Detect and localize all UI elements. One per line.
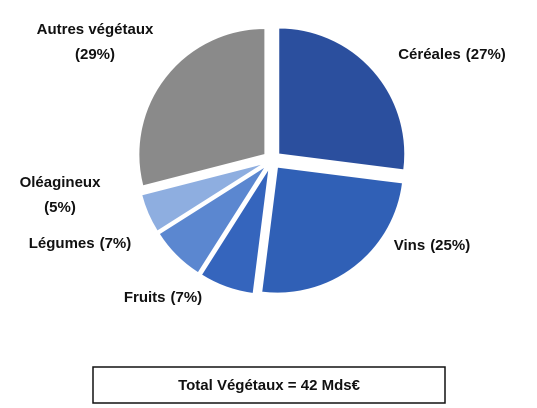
- pie-slice: [141, 163, 265, 232]
- total-box: [92, 366, 446, 404]
- slice-value: (27%): [466, 46, 506, 63]
- pie-slice: [138, 27, 266, 187]
- slice-value: (25%): [430, 237, 470, 254]
- slice-value: (29%): [75, 46, 115, 63]
- slice-label: Autres végétaux (29%): [37, 21, 154, 63]
- slice-value: (7%): [100, 235, 132, 252]
- pie-slice: [278, 27, 406, 171]
- slice-label: Oléagineux (5%): [20, 174, 102, 216]
- slice-value: (7%): [171, 289, 203, 306]
- pie-slice: [261, 166, 404, 294]
- slice-name: Autres végétaux: [37, 21, 154, 38]
- pie-slice: [200, 168, 270, 295]
- total-annotation: Total Végétaux = 42 Mds€: [178, 377, 361, 394]
- slice-label: Légumes (7%): [29, 235, 132, 252]
- slice-value: (5%): [44, 199, 76, 216]
- slice-label: Vins (25%): [394, 237, 470, 254]
- slice-name: Céréales: [398, 46, 461, 63]
- slice-name: Fruits: [124, 289, 166, 306]
- pie-slice: [158, 165, 267, 274]
- slice-name: Oléagineux: [20, 174, 102, 191]
- slice-label: Céréales (27%): [398, 46, 506, 63]
- slice-name: Vins: [394, 237, 425, 254]
- slice-name: Légumes: [29, 235, 95, 252]
- slice-label: Fruits (7%): [124, 289, 202, 306]
